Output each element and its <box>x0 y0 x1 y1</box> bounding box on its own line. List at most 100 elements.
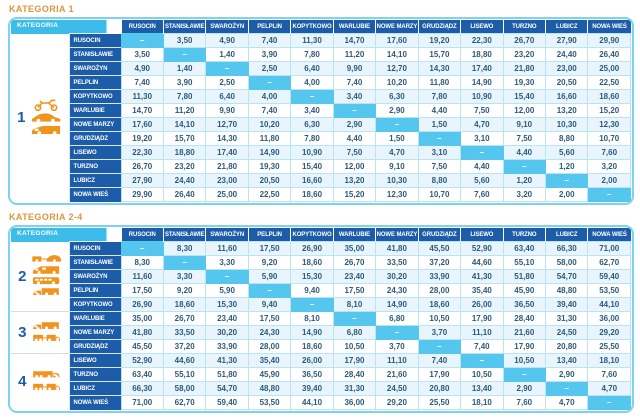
fare-cell: 9,40 <box>290 283 334 298</box>
fare-cell: 7,40 <box>247 33 292 48</box>
fare-cell: 7,80 <box>417 89 462 104</box>
fare-cell: 3,40 <box>332 89 377 104</box>
fare-cell: 6,40 <box>290 61 334 76</box>
fare-cell: 1,20 <box>545 159 589 174</box>
fare-cell: 18,10 <box>587 353 631 368</box>
fare-cell: 8,30 <box>120 255 164 270</box>
fare-cell: 59,40 <box>587 269 631 284</box>
fare-cell: 17,50 <box>247 241 292 256</box>
fare-cell: 36,50 <box>290 367 334 382</box>
row-header-swaro-yn: SWAROŻYN <box>69 61 121 76</box>
fare-cell: 30,20 <box>375 269 419 284</box>
table-title-kategoria-1: KATEGORIA 1 <box>9 4 74 14</box>
fare-cell: 8,10 <box>332 297 377 312</box>
diagonal-cell: – <box>545 173 589 188</box>
fare-cell: 3,30 <box>162 269 207 284</box>
fare-cell: 17,50 <box>247 311 292 326</box>
diagonal-cell: – <box>290 297 334 312</box>
fare-cell: 14,10 <box>162 117 207 132</box>
fare-cell: 10,20 <box>375 75 419 90</box>
fare-cell: 17,90 <box>332 353 377 368</box>
fare-cell: 23,40 <box>332 269 377 284</box>
fare-cell: 17,40 <box>205 145 249 160</box>
fare-cell: 21,60 <box>375 367 419 382</box>
diagonal-cell: – <box>502 367 547 382</box>
column-header-stanis-awie: STANISŁAWIE <box>162 20 206 34</box>
fare-cell: 13,40 <box>460 381 504 396</box>
fare-cell: 11,20 <box>162 103 207 118</box>
column-header-swaro-yn: SWAROŻYN <box>205 20 249 34</box>
fare-cell: 66,30 <box>120 381 164 396</box>
fare-cell: 12,70 <box>205 117 249 132</box>
diagonal-cell: – <box>332 103 377 118</box>
fare-cell: 25,50 <box>417 395 462 410</box>
fare-cell: 7,60 <box>460 187 504 202</box>
fare-cell: 17,50 <box>120 283 164 298</box>
fare-cell: 3,70 <box>417 325 462 340</box>
fare-cell: 71,00 <box>120 395 164 410</box>
fare-cell: 63,40 <box>120 367 164 382</box>
fare-cell: 31,30 <box>545 311 589 326</box>
fare-cell: 39,40 <box>545 297 589 312</box>
column-header-warlubie: WARLUBIE <box>332 20 376 34</box>
fare-cell: 26,70 <box>120 159 164 174</box>
fare-cell: 3,30 <box>205 255 249 270</box>
diagonal-cell: – <box>587 187 631 202</box>
car-icon <box>30 112 62 123</box>
minibus-icon <box>31 265 61 275</box>
diagonal-cell: – <box>417 131 462 146</box>
row-header-kopytkowo: KOPYTKOWO <box>69 89 121 104</box>
fare-cell: 41,80 <box>120 325 164 340</box>
fare-cell: 17,40 <box>460 61 504 76</box>
fare-cell: 10,70 <box>587 131 631 146</box>
fare-cell: 18,60 <box>290 339 334 354</box>
car-trailer-icon <box>31 254 62 264</box>
diagonal-cell: – <box>587 395 631 410</box>
fare-cell: 11,80 <box>247 131 292 146</box>
fare-cell: 8,80 <box>545 131 589 146</box>
fare-cell: 7,50 <box>332 145 377 160</box>
fare-cell: 17,90 <box>460 311 504 326</box>
fare-cell: 21,60 <box>502 325 547 340</box>
fare-cell: 7,50 <box>460 103 504 118</box>
fare-cell: 2,00 <box>545 187 589 202</box>
fare-cell: 2,90 <box>502 381 547 396</box>
fare-cell: 15,70 <box>162 131 207 146</box>
fare-cell: 6,80 <box>375 311 419 326</box>
row-header-lubicz: LUBICZ <box>69 173 121 188</box>
fare-cell: 4,70 <box>460 117 504 132</box>
fare-cell: 44,60 <box>460 255 504 270</box>
fare-cell: 6,30 <box>290 117 334 132</box>
fare-cell: 11,80 <box>417 75 462 90</box>
fare-cell: 7,50 <box>502 131 547 146</box>
fare-cell: 2,50 <box>247 61 292 76</box>
row-header-lisewo: LISEWO <box>69 353 121 368</box>
fare-cell: 13,20 <box>332 173 377 188</box>
row-header-nowa-wie: NOWA WIEŚ <box>69 395 121 410</box>
fare-cell: 15,30 <box>205 297 249 312</box>
fare-cell: 2,90 <box>332 117 377 132</box>
fare-cell: 62,70 <box>162 395 207 410</box>
fare-cell: 14,30 <box>417 61 462 76</box>
fare-cell: 3,20 <box>587 159 631 174</box>
fare-cell: 3,10 <box>417 145 462 160</box>
fare-cell: 25,00 <box>587 61 631 76</box>
fare-cell: 37,20 <box>417 255 462 270</box>
fare-cell: 1,40 <box>162 61 207 76</box>
fare-cell: 23,20 <box>162 159 207 174</box>
fare-cell: 22,50 <box>587 75 631 90</box>
diagonal-cell: – <box>162 255 207 270</box>
fare-cell: 10,70 <box>417 187 462 202</box>
column-header-nowa-wie: NOWA WIEŚ <box>587 20 631 34</box>
fare-cell: 53,50 <box>587 283 631 298</box>
fare-cell: 52,90 <box>460 241 504 256</box>
fare-cell: 48,80 <box>247 381 292 396</box>
fare-cell: 29,20 <box>587 325 631 340</box>
fare-cell: 23,20 <box>502 47 547 62</box>
fare-cell: 17,60 <box>375 33 419 48</box>
bus-icon <box>31 276 61 286</box>
fare-cell: 7,60 <box>587 367 631 382</box>
column-header-nowa-wie: NOWA WIEŚ <box>587 228 631 242</box>
fare-cell: 14,90 <box>247 145 292 160</box>
fare-cell: 10,50 <box>332 339 377 354</box>
